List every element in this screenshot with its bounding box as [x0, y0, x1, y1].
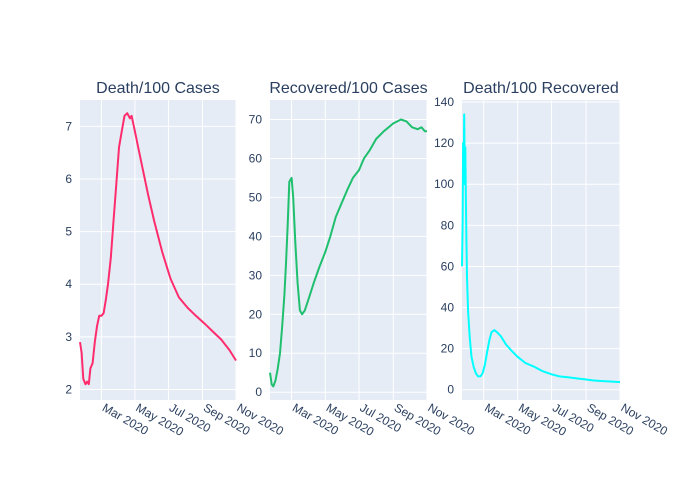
y-tick-label: 100 — [434, 177, 454, 191]
y-tick-label: 0 — [255, 385, 262, 399]
subplot-title: Death/100 Cases — [96, 80, 220, 97]
y-tick-label: 60 — [249, 151, 263, 165]
y-tick-label: 40 — [441, 301, 455, 315]
y-tick-label: 140 — [434, 95, 454, 109]
y-tick-label: 20 — [249, 307, 263, 321]
y-tick-label: 40 — [249, 229, 263, 243]
y-tick-label: 4 — [65, 277, 72, 291]
y-tick-label: 50 — [249, 190, 263, 204]
series-line — [461, 113, 621, 384]
series-line — [269, 118, 427, 388]
y-tick-label: 2 — [65, 382, 72, 396]
y-tick-label: 7 — [65, 119, 72, 133]
plot-background — [270, 100, 427, 400]
y-tick-label: 3 — [65, 330, 72, 344]
y-tick-label: 10 — [249, 346, 263, 360]
y-tick-label: 20 — [441, 342, 455, 356]
plot-background — [80, 100, 236, 400]
subplot-title: Death/100 Recovered — [463, 80, 619, 97]
y-tick-label: 70 — [249, 112, 263, 126]
y-tick-label: 120 — [434, 136, 454, 150]
y-tick-label: 5 — [65, 225, 72, 239]
series-line — [79, 112, 237, 386]
subplot-title: Recovered/100 Cases — [269, 80, 427, 97]
y-tick-label: 0 — [447, 383, 454, 397]
y-tick-label: 6 — [65, 172, 72, 186]
y-tick-label: 30 — [249, 268, 263, 282]
y-tick-label: 80 — [441, 218, 455, 232]
y-tick-label: 60 — [441, 259, 455, 273]
